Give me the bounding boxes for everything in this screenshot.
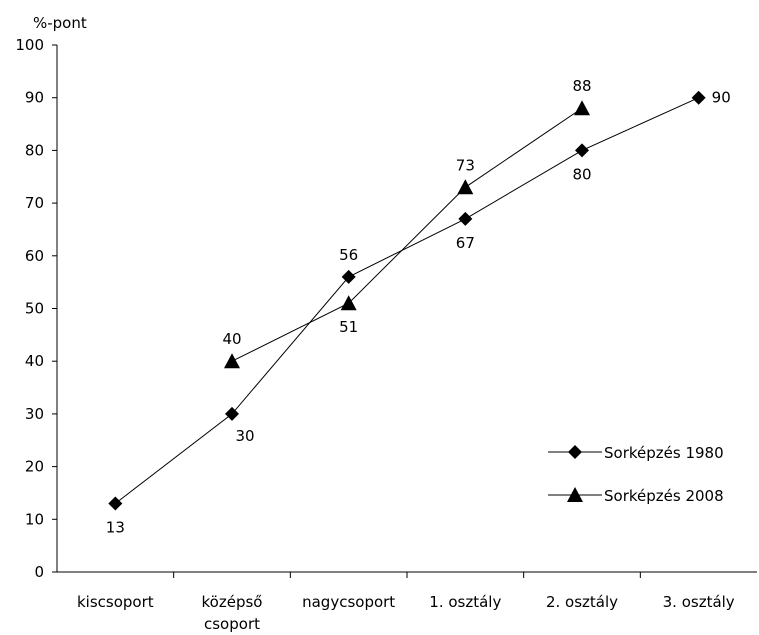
series-layer [108,90,706,511]
y-tick-label: 60 [25,247,44,265]
data-label: 67 [456,234,475,252]
y-tick-label: 90 [25,89,44,107]
data-label: 88 [572,77,591,95]
legend: Sorképzés 1980 Sorképzés 2008 [548,444,724,505]
y-tick-label: 80 [25,141,44,159]
x-category-label: csoport [204,615,260,633]
series-line-2 [231,107,583,362]
y-axis-unit-label: %-pont [33,14,87,32]
x-category-label: 1. osztály [429,593,501,611]
data-label: 90 [712,89,731,107]
y-tick-label: 50 [25,300,44,318]
series-line-1 [115,97,699,504]
data-label: 73 [456,156,475,174]
diamond-marker [108,496,123,511]
diamond-marker [575,143,589,158]
y-tick-label: 70 [25,194,44,212]
diamond-marker [691,90,706,105]
data-label: 40 [222,330,241,348]
data-labels: 13 30 56 67 80 90 40 51 73 88 [106,77,731,536]
x-category-label: 2. osztály [546,593,618,611]
y-tick-label: 100 [15,36,44,54]
x-category-label: kiscsoport [77,593,154,611]
triangle-marker [224,353,240,369]
x-category-label: 3. osztály [663,593,735,611]
triangle-marker [457,179,474,195]
y-tick-label: 10 [25,510,44,528]
data-label: 30 [235,427,254,445]
axes: 0 10 20 30 40 50 60 70 80 90 100 kiscsoport középső c… [15,36,757,633]
diamond-marker [341,269,356,284]
legend-diamond-marker [568,445,582,459]
y-tick-label: 0 [34,563,44,581]
legend-label: Sorképzés 1980 [604,444,724,462]
x-category-label: középső [202,593,263,611]
data-label: 80 [572,165,591,183]
legend-label: Sorképzés 2008 [604,487,724,505]
triangle-marker [574,100,590,116]
triangle-marker [340,295,357,311]
y-tick-label: 20 [25,458,44,476]
legend-triangle-marker [567,487,583,502]
data-label: 56 [339,246,358,264]
x-category-label: nagycsoport [302,593,395,611]
diamond-marker [225,406,239,421]
data-label: 13 [106,518,125,536]
diamond-marker [458,211,473,226]
data-label: 51 [339,318,358,336]
y-tick-label: 40 [25,352,44,370]
y-tick-label: 30 [25,405,44,423]
